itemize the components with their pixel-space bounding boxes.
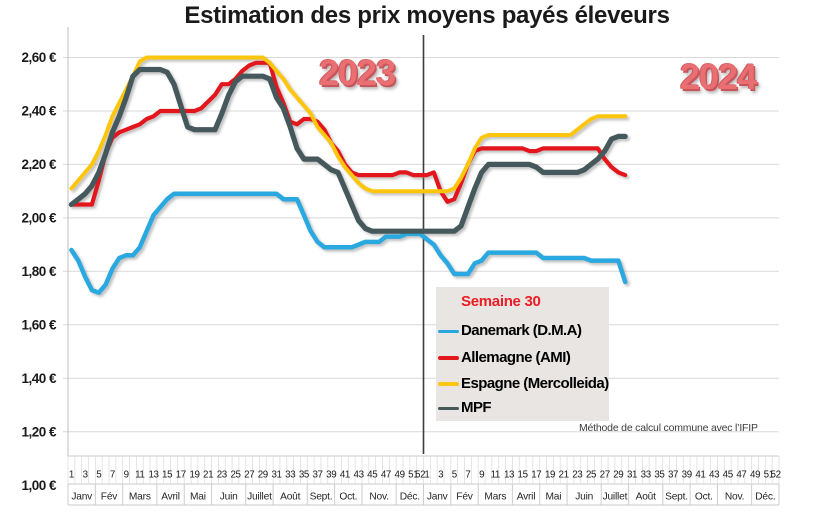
svg-text:Mai: Mai	[545, 492, 561, 503]
svg-text:2,60 €: 2,60 €	[21, 50, 57, 65]
svg-text:1: 1	[69, 470, 74, 481]
svg-text:3: 3	[438, 470, 444, 481]
svg-text:1,80 €: 1,80 €	[21, 264, 57, 279]
svg-text:2,40 €: 2,40 €	[21, 104, 57, 119]
svg-text:31: 31	[271, 470, 281, 481]
svg-text:19: 19	[189, 470, 199, 481]
svg-text:9: 9	[479, 470, 484, 481]
svg-text:Fév: Fév	[101, 492, 118, 503]
svg-text:Déc.: Déc.	[400, 492, 420, 503]
svg-text:51: 51	[764, 470, 774, 481]
svg-text:45: 45	[723, 470, 734, 481]
svg-text:29: 29	[613, 470, 623, 481]
svg-text:15: 15	[162, 470, 173, 481]
svg-text:Fév: Fév	[456, 492, 473, 503]
svg-text:Juin: Juin	[220, 492, 238, 503]
svg-text:13: 13	[504, 470, 515, 481]
svg-text:Nov.: Nov.	[369, 492, 388, 503]
svg-text:2,00 €: 2,00 €	[21, 211, 57, 226]
svg-text:Mars: Mars	[484, 492, 506, 503]
svg-text:51: 51	[408, 470, 418, 481]
svg-text:49: 49	[750, 470, 760, 481]
svg-text:Déc.: Déc.	[755, 492, 775, 503]
svg-text:Mars: Mars	[129, 492, 151, 503]
svg-text:47: 47	[736, 470, 746, 481]
svg-text:1,20 €: 1,20 €	[21, 424, 57, 439]
svg-text:Juillet: Juillet	[247, 492, 272, 503]
svg-text:33: 33	[641, 470, 652, 481]
svg-text:37: 37	[312, 470, 322, 481]
svg-text:17: 17	[176, 470, 186, 481]
svg-text:47: 47	[381, 470, 391, 481]
svg-text:1,40 €: 1,40 €	[21, 371, 57, 386]
svg-text:23: 23	[572, 470, 583, 481]
svg-text:45: 45	[367, 470, 378, 481]
svg-text:Juin: Juin	[575, 492, 593, 503]
svg-text:Sept.: Sept.	[310, 492, 333, 503]
svg-text:19: 19	[545, 470, 555, 481]
svg-text:7: 7	[465, 470, 470, 481]
svg-text:43: 43	[709, 470, 720, 481]
svg-text:11: 11	[491, 470, 500, 481]
svg-text:17: 17	[531, 470, 541, 481]
svg-text:21: 21	[559, 470, 569, 481]
svg-text:Oct.: Oct.	[695, 492, 713, 503]
svg-text:13: 13	[148, 470, 159, 481]
svg-text:29: 29	[258, 470, 268, 481]
svg-text:2,20 €: 2,20 €	[21, 157, 57, 172]
svg-text:9: 9	[124, 470, 129, 481]
svg-text:Juillet: Juillet	[603, 492, 628, 503]
svg-text:52: 52	[771, 470, 781, 481]
svg-text:27: 27	[244, 470, 254, 481]
svg-text:41: 41	[340, 470, 350, 481]
svg-text:11: 11	[135, 470, 144, 481]
svg-text:39: 39	[326, 470, 336, 481]
svg-text:31: 31	[627, 470, 637, 481]
svg-text:43: 43	[354, 470, 365, 481]
svg-text:52: 52	[415, 470, 425, 481]
svg-text:Sept.: Sept.	[665, 492, 688, 503]
svg-text:33: 33	[285, 470, 296, 481]
svg-text:37: 37	[668, 470, 678, 481]
svg-text:1,00 €: 1,00 €	[21, 478, 57, 493]
svg-text:1,60 €: 1,60 €	[21, 318, 57, 333]
svg-text:Nov.: Nov.	[725, 492, 744, 503]
svg-text:15: 15	[518, 470, 529, 481]
svg-text:Août: Août	[636, 492, 657, 503]
svg-text:Avril: Avril	[161, 492, 180, 503]
svg-text:Août: Août	[280, 492, 301, 503]
svg-text:49: 49	[395, 470, 405, 481]
svg-text:7: 7	[110, 470, 115, 481]
svg-text:21: 21	[203, 470, 213, 481]
svg-text:39: 39	[682, 470, 692, 481]
svg-text:35: 35	[654, 470, 665, 481]
svg-text:Janv: Janv	[427, 492, 449, 503]
svg-text:25: 25	[230, 470, 241, 481]
svg-text:5: 5	[96, 470, 102, 481]
svg-text:3: 3	[83, 470, 89, 481]
svg-text:Janv: Janv	[71, 492, 93, 503]
svg-text:Avril: Avril	[517, 492, 536, 503]
svg-text:5: 5	[452, 470, 458, 481]
svg-text:1: 1	[424, 470, 429, 481]
svg-text:Oct.: Oct.	[339, 492, 357, 503]
svg-text:Mai: Mai	[190, 492, 206, 503]
svg-text:23: 23	[217, 470, 228, 481]
svg-text:27: 27	[600, 470, 610, 481]
svg-text:35: 35	[299, 470, 310, 481]
svg-text:25: 25	[586, 470, 597, 481]
svg-text:41: 41	[695, 470, 705, 481]
